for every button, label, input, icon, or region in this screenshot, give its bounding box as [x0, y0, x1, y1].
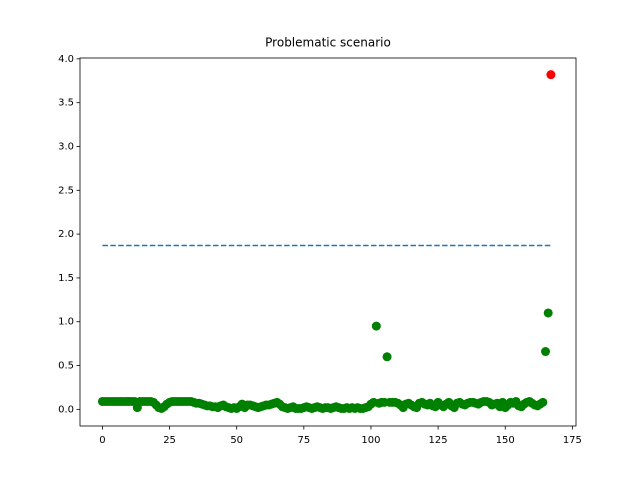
- point: [382, 352, 392, 362]
- chart-title: Problematic scenario: [265, 36, 391, 50]
- y-tick-label: 2.0: [58, 229, 74, 240]
- y-tick-label: 2.5: [58, 185, 74, 196]
- y-tick-label: 1.0: [58, 317, 74, 328]
- y-tick-label: 1.5: [58, 273, 74, 284]
- y-tick-label: 3.5: [58, 98, 74, 109]
- x-tick-label: 25: [163, 435, 176, 446]
- point: [543, 308, 553, 318]
- y-tick-label: 3.0: [58, 141, 74, 152]
- point: [541, 347, 551, 357]
- point: [538, 397, 548, 407]
- x-tick-label: 75: [297, 435, 310, 446]
- x-tick-label: 100: [361, 435, 380, 446]
- x-tick-label: 50: [230, 435, 243, 446]
- x-tick-label: 175: [563, 435, 582, 446]
- point: [546, 70, 556, 80]
- plot-frame: [79, 57, 577, 427]
- x-tick-label: 150: [496, 435, 515, 446]
- y-tick-label: 0.0: [58, 404, 74, 415]
- y-tick-label: 4.0: [58, 54, 74, 65]
- point: [371, 321, 381, 331]
- y-tick-label: 0.5: [58, 361, 74, 372]
- x-tick-label: 125: [429, 435, 448, 446]
- x-tick-label: 0: [99, 435, 105, 446]
